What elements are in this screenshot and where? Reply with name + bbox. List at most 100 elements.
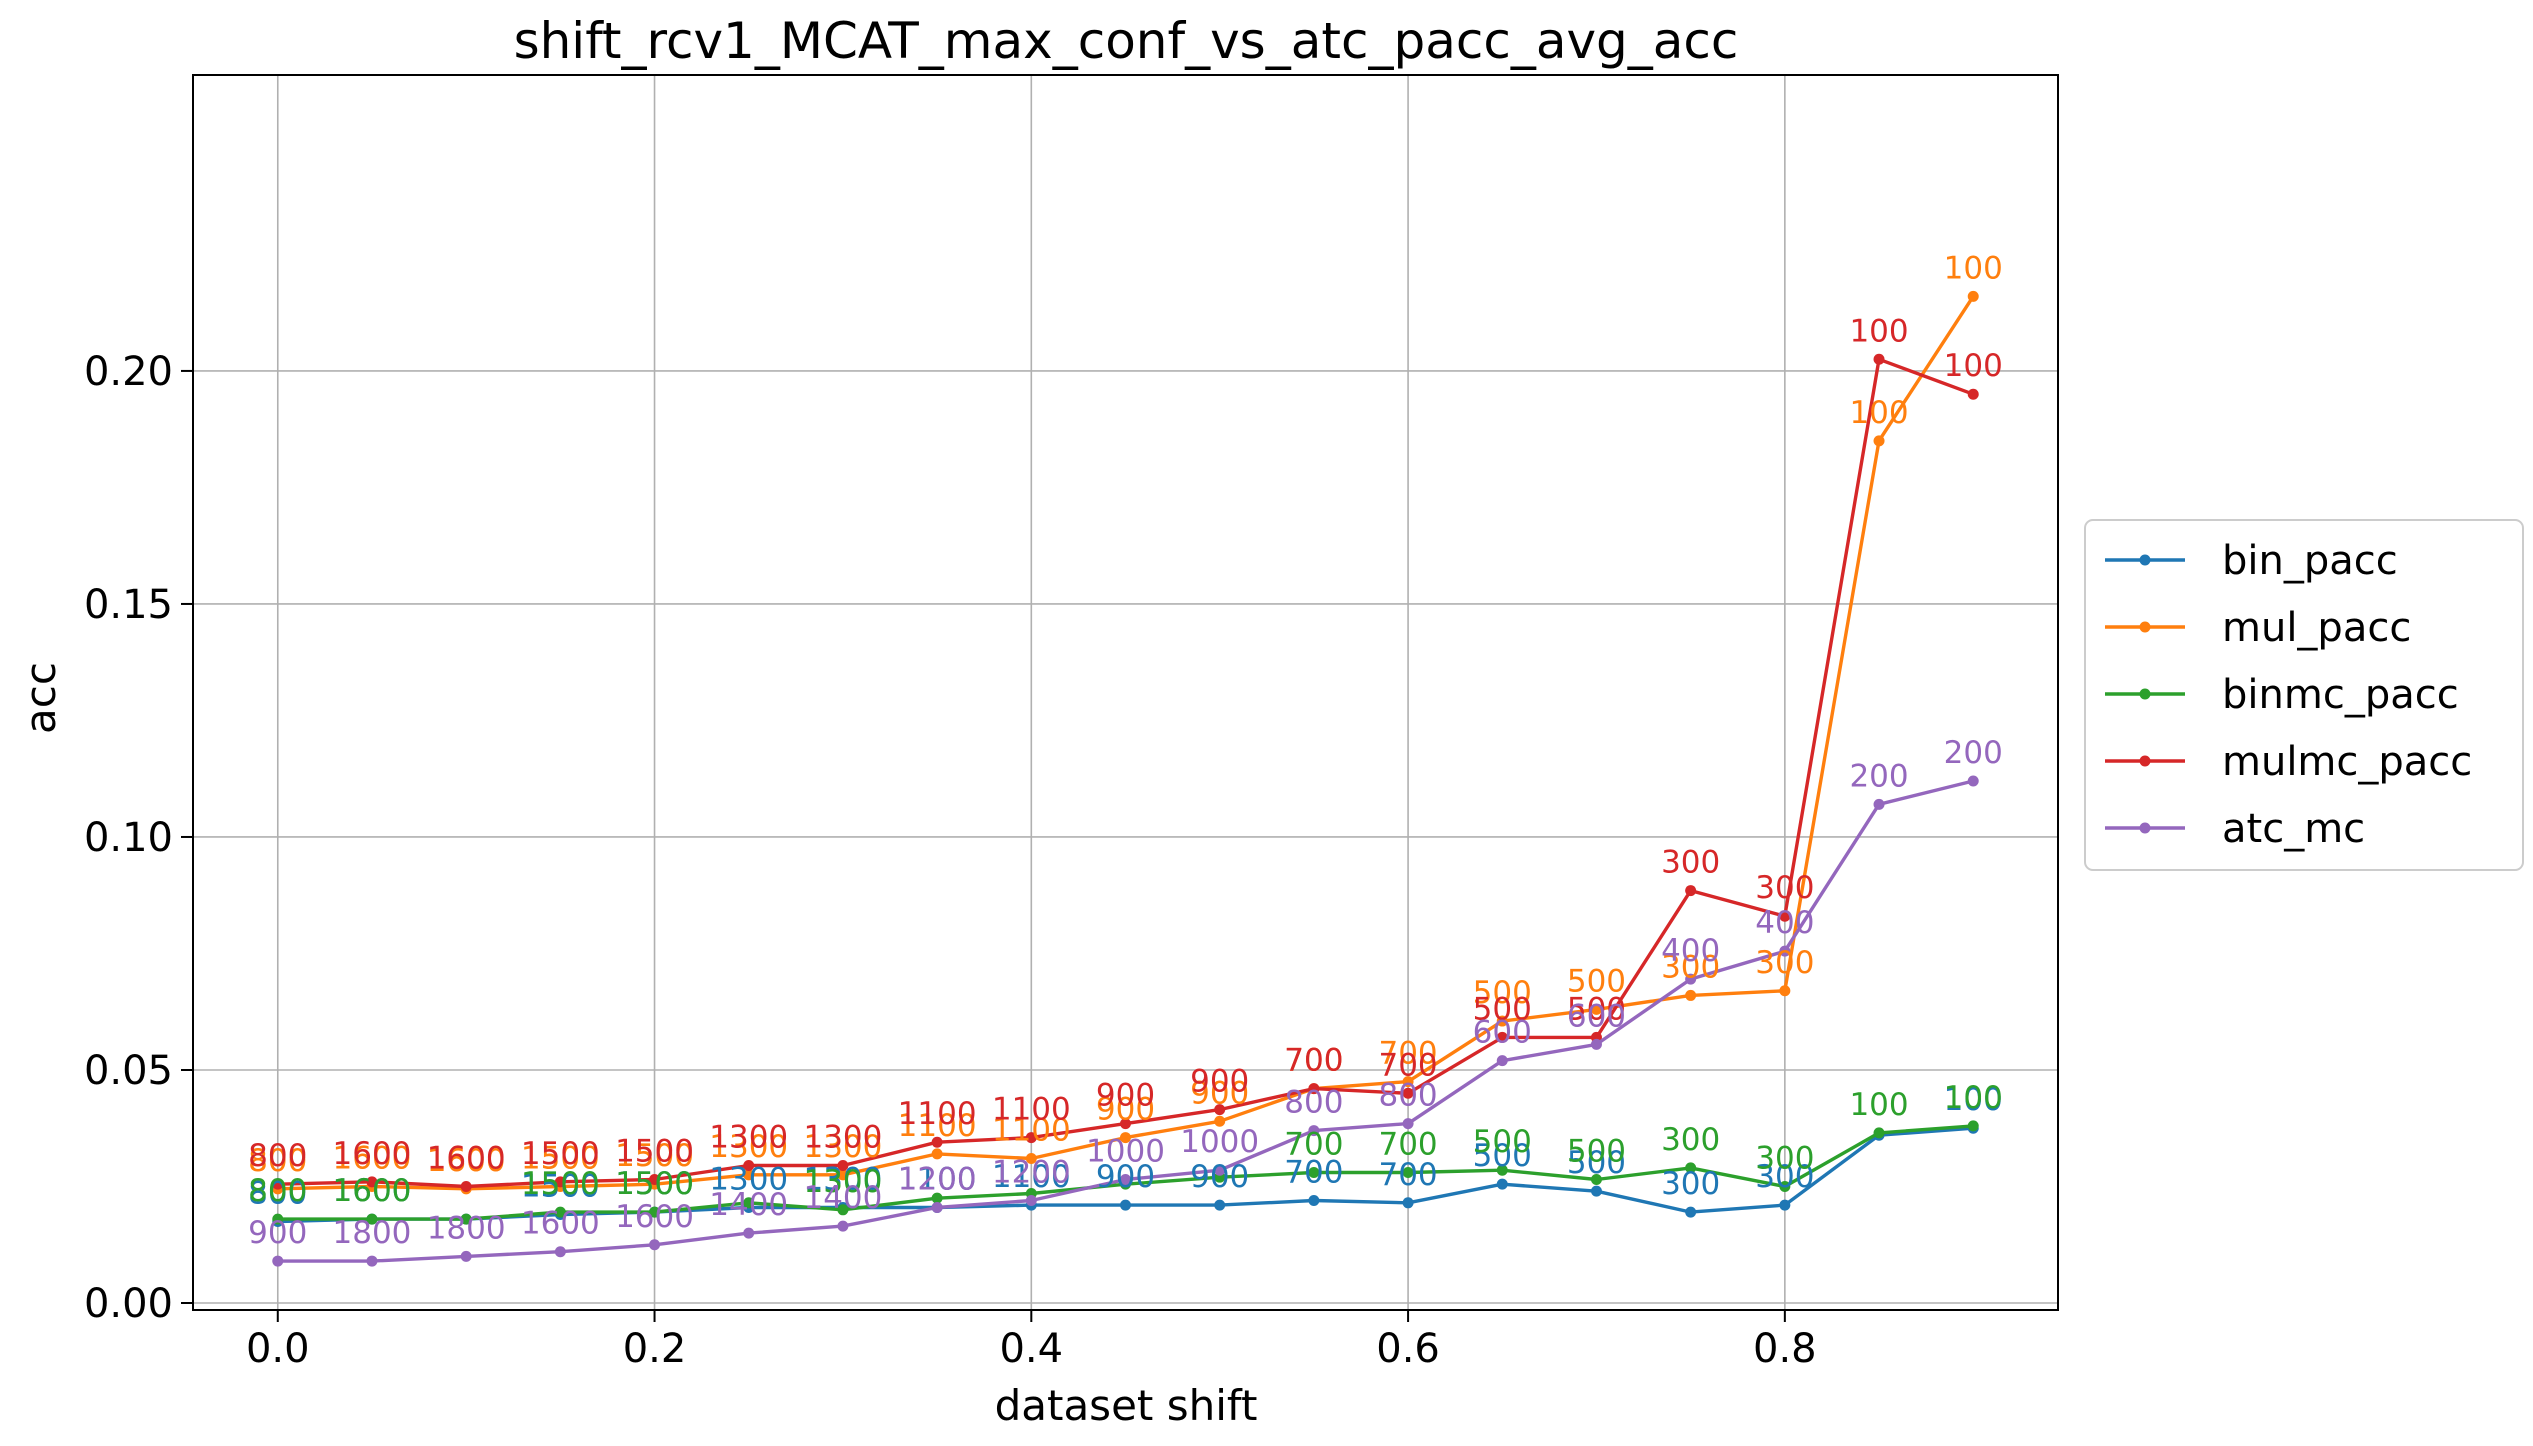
data-point-mulmc_pacc: [1025, 1132, 1037, 1144]
data-label-mulmc_pacc: 1500: [521, 1136, 600, 1172]
data-label-mulmc_pacc: 900: [1096, 1078, 1155, 1114]
data-point-binmc_pacc: [554, 1206, 566, 1218]
data-label-binmc_pacc: 1600: [333, 1173, 412, 1209]
data-label-bin_pacc: 1600: [333, 1173, 412, 1209]
data-point-binmc_pacc: [837, 1204, 849, 1216]
data-point-binmc_pacc: [649, 1206, 661, 1218]
data-point-mulmc_pacc: [931, 1136, 943, 1148]
data-point-mul_pacc: [1025, 1153, 1037, 1165]
data-point-mul_pacc: [931, 1148, 943, 1160]
data-label-atc_mc: 1400: [709, 1187, 788, 1223]
data-point-binmc_pacc: [1873, 1127, 1885, 1139]
data-label-binmc_pacc: 300: [1755, 1141, 1814, 1177]
data-point-mulmc_pacc: [1120, 1118, 1131, 1130]
series-atc_mc: [272, 775, 1979, 1267]
data-point-binmc_pacc: [743, 1197, 755, 1209]
data-label-bin_pacc: 800: [248, 1175, 307, 1211]
data-point-binmc_pacc: [1685, 1162, 1697, 1174]
data-point-bin_pacc: [1120, 1199, 1131, 1211]
data-point-mul_pacc: [837, 1169, 849, 1181]
data-label-mul_pacc: 1600: [333, 1141, 412, 1177]
data-label-binmc_pacc: 700: [1284, 1127, 1343, 1163]
data-point-mulmc_pacc: [1496, 1031, 1508, 1043]
data-point-atc_mc: [743, 1227, 755, 1239]
data-point-bin_pacc: [1496, 1178, 1508, 1190]
axis-ticks: 0.0 0.2 0.4 0.6 0.8 0.00 0.05 0.10 0.15 0.20: [84, 349, 1817, 1372]
data-label-mul_pacc: 500: [1567, 963, 1626, 999]
data-label-atc_mc: 900: [248, 1215, 307, 1251]
data-label-binmc_pacc: 1500: [521, 1166, 600, 1202]
data-point-atc_mc: [272, 1255, 284, 1267]
data-point-binmc_pacc: [1402, 1167, 1414, 1179]
data-label-atc_mc: 600: [1473, 1015, 1532, 1051]
data-label-mul_pacc: 1500: [615, 1138, 694, 1174]
data-label-mulmc_pacc: 1100: [898, 1096, 977, 1132]
data-point-mulmc_pacc: [460, 1181, 472, 1192]
data-label-atc_mc: 1600: [521, 1206, 600, 1242]
data-label-binmc_pacc: 1300: [803, 1164, 882, 1200]
data-label-bin_pacc: 900: [1096, 1159, 1155, 1195]
data-label-mul_pacc: 1300: [709, 1129, 788, 1165]
data-label-mulmc_pacc: 1300: [803, 1120, 882, 1156]
x-tick-label: 0.0: [246, 1326, 310, 1372]
data-point-atc_mc: [837, 1220, 849, 1232]
data-point-binmc_pacc: [272, 1213, 284, 1225]
plot-series: [272, 290, 1979, 1267]
data-label-atc_mc: 800: [1284, 1085, 1343, 1121]
legend-label: mul_pacc: [2222, 605, 2411, 651]
data-label-mulmc_pacc: 500: [1567, 991, 1626, 1027]
data-label-bin_pacc: 1500: [615, 1166, 694, 1202]
data-label-binmc_pacc: 100: [1944, 1080, 2003, 1116]
data-label-atc_mc: 1400: [803, 1180, 882, 1216]
data-point-atc_mc: [460, 1250, 472, 1262]
data-label-mul_pacc: 300: [1661, 949, 1720, 985]
data-label-mul_pacc: 1300: [803, 1129, 882, 1165]
data-label-mul_pacc: 1100: [898, 1108, 977, 1144]
data-point-bin_pacc: [1685, 1206, 1697, 1218]
data-point-binmc_pacc: [931, 1192, 943, 1204]
legend-marker: [2139, 755, 2151, 767]
data-label-mulmc_pacc: 800: [248, 1138, 307, 1174]
data-point-mulmc_pacc: [1967, 388, 1979, 400]
data-label-bin_pacc: 1100: [992, 1159, 1071, 1195]
data-label-mul_pacc: 100: [1944, 250, 2003, 286]
data-label-mulmc_pacc: 100: [1849, 313, 1908, 349]
data-label-binmc_pacc: 500: [1473, 1124, 1532, 1160]
legend-item-binmc_pacc: binmc_pacc: [2105, 672, 2459, 718]
data-point-atc_mc: [1402, 1118, 1414, 1130]
data-label-mulmc_pacc: 1600: [427, 1141, 506, 1177]
data-point-atc_mc: [1590, 1038, 1602, 1050]
data-label-mul_pacc: 500: [1473, 975, 1532, 1011]
data-point-mulmc_pacc: [1214, 1104, 1226, 1116]
data-point-mul_pacc: [1590, 1003, 1602, 1015]
data-point-mul_pacc: [1873, 435, 1885, 447]
legend-item-atc_mc: atc_mc: [2105, 806, 2365, 852]
data-point-atc_mc: [1120, 1174, 1131, 1186]
data-point-binmc_pacc: [366, 1213, 378, 1225]
data-label-mul_pacc: 800: [248, 1143, 307, 1179]
legend-label: bin_pacc: [2222, 538, 2398, 584]
data-point-atc_mc: [1496, 1055, 1508, 1067]
y-tick-label: 0.15: [84, 582, 173, 628]
legend-label: binmc_pacc: [2222, 672, 2459, 718]
data-point-atc_mc: [1025, 1194, 1037, 1206]
data-point-mulmc_pacc: [1873, 353, 1885, 365]
data-point-atc_mc: [1779, 945, 1791, 957]
data-label-mulmc_pacc: 100: [1944, 348, 2003, 384]
data-label-atc_mc: 1200: [898, 1161, 977, 1197]
data-point-binmc_pacc: [1496, 1164, 1508, 1176]
data-label-atc_mc: 1800: [333, 1215, 412, 1251]
legend-item-mul_pacc: mul_pacc: [2105, 605, 2411, 651]
y-tick-label: 0.20: [84, 349, 173, 395]
data-label-bin_pacc: 1100: [898, 1161, 977, 1197]
data-point-binmc_pacc: [460, 1213, 472, 1225]
data-point-mul_pacc: [1214, 1115, 1226, 1127]
data-label-atc_mc: 1200: [992, 1154, 1071, 1190]
data-label-atc_mc: 400: [1755, 905, 1814, 941]
data-point-mulmc_pacc: [1308, 1083, 1320, 1095]
data-label-bin_pacc: 300: [1755, 1159, 1814, 1195]
data-label-mulmc_pacc: 1600: [333, 1136, 412, 1172]
data-point-atc_mc: [1214, 1164, 1226, 1176]
legend-marker: [2139, 621, 2151, 633]
